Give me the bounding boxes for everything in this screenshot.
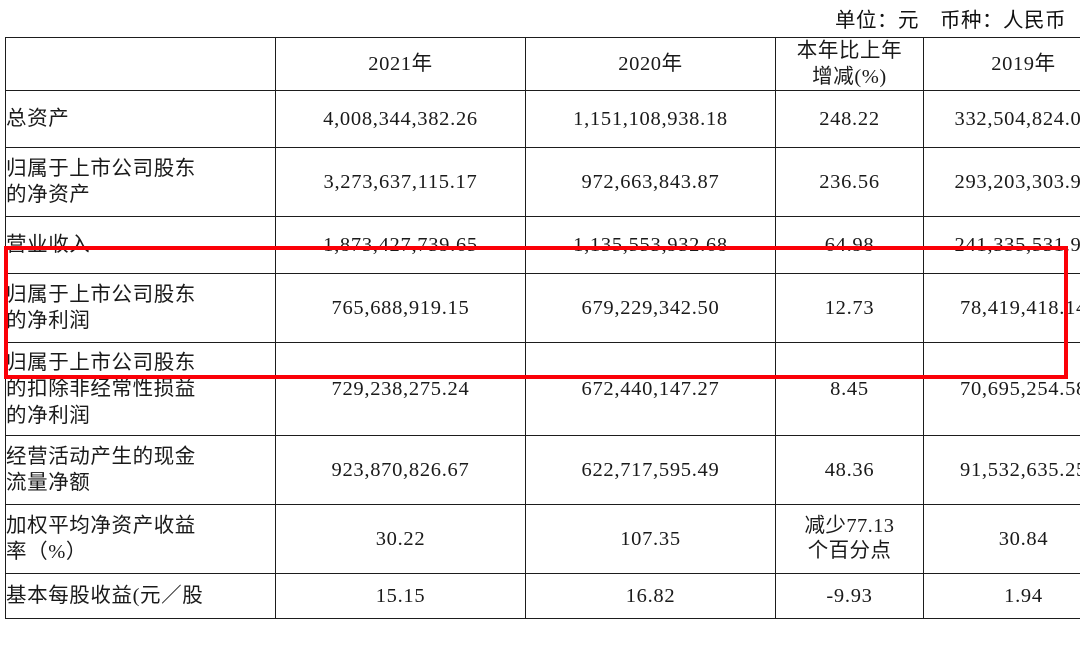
table-row: 归属于上市公司股东 的扣除非经常性损益 的净利润 729,238,275.24 …	[5, 342, 1080, 437]
cell-2019: 293,203,303.91	[923, 147, 1080, 218]
cell-2020: 1,135,553,932.68	[525, 216, 776, 275]
row-label-line1: 归属于上市公司股东	[6, 283, 196, 306]
cell-2021: 4,008,344,382.26	[275, 90, 526, 149]
row-label-line1: 加权平均净资产收益	[6, 514, 196, 537]
cell-change: 12.73	[775, 273, 924, 344]
column-header-change-line2: 增减(%)	[812, 66, 887, 89]
cell-2021: 765,688,919.15	[275, 273, 526, 344]
cell-change: 236.56	[775, 147, 924, 218]
row-label-line1: 归属于上市公司股东	[6, 351, 196, 374]
cell-2019: 70,695,254.58	[923, 342, 1080, 437]
column-header-2019: 2019年	[923, 36, 1080, 92]
cell-2021: 729,238,275.24	[275, 342, 526, 437]
row-label-basic-eps: 基本每股收益(元／股	[5, 573, 276, 620]
cell-2021: 1,873,427,739.65	[275, 216, 526, 275]
cell-2019: 241,335,531.91	[923, 216, 1080, 275]
table-row: 经营活动产生的现金 流量净额 923,870,826.67 622,717,59…	[5, 435, 1080, 506]
column-header-2021: 2021年	[275, 36, 526, 92]
column-header-change-line1: 本年比上年	[796, 40, 903, 62]
cell-change-line1: 减少77.13	[804, 515, 895, 538]
cell-2020: 16.82	[525, 573, 776, 620]
table-row: 总资产 4,008,344,382.26 1,151,108,938.18 24…	[5, 90, 1080, 149]
cell-2020: 672,440,147.27	[525, 342, 776, 437]
row-label-line2: 的扣除非经常性损益	[6, 378, 196, 401]
cell-2019: 78,419,418.14	[923, 273, 1080, 344]
row-label-line1: 归属于上市公司股东	[6, 157, 196, 180]
cell-2020: 679,229,342.50	[525, 273, 776, 344]
table-row: 基本每股收益(元／股 15.15 16.82 -9.93 1.94	[5, 573, 1080, 620]
cell-change: -9.93	[775, 573, 924, 620]
cell-2020: 107.35	[525, 504, 776, 575]
row-label-weighted-roe: 加权平均净资产收益 率（%）	[5, 504, 276, 575]
row-label-line3: 的净利润	[6, 404, 91, 427]
row-label-revenue: 营业收入	[5, 216, 276, 275]
cell-2019: 91,532,635.25	[923, 435, 1080, 506]
table-row: 营业收入 1,873,427,739.65 1,135,553,932.68 6…	[5, 216, 1080, 275]
column-header-metric	[5, 36, 276, 92]
column-header-2020: 2020年	[525, 36, 776, 92]
cell-2020: 1,151,108,938.18	[525, 90, 776, 149]
row-label-net-profit-deducted: 归属于上市公司股东 的扣除非经常性损益 的净利润	[5, 342, 276, 437]
cell-2019: 1.94	[923, 573, 1080, 620]
table-row: 归属于上市公司股东 的净利润 765,688,919.15 679,229,34…	[5, 273, 1080, 344]
cell-change: 8.45	[775, 342, 924, 437]
row-label-total-assets: 总资产	[5, 90, 276, 149]
row-label-operating-cash-flow: 经营活动产生的现金 流量净额	[5, 435, 276, 506]
row-label-net-assets: 归属于上市公司股东 的净资产	[5, 147, 276, 218]
cell-2021: 3,273,637,115.17	[275, 147, 526, 218]
cell-change: 248.22	[775, 90, 924, 149]
cell-change-line2: 个百分点	[807, 540, 892, 563]
row-label-line2: 流量净额	[6, 472, 91, 495]
table-row: 归属于上市公司股东 的净资产 3,273,637,115.17 972,663,…	[5, 147, 1080, 218]
column-header-change: 本年比上年 增减(%)	[775, 36, 924, 92]
row-label-line2: 的净利润	[6, 310, 91, 333]
cell-2019: 332,504,824.07	[923, 90, 1080, 149]
financial-table-container: 2021年 2020年 本年比上年 增减(%) 2019年 总资产 4,008,…	[5, 36, 1080, 620]
table-header-row: 2021年 2020年 本年比上年 增减(%) 2019年	[5, 36, 1080, 92]
cell-2019: 30.84	[923, 504, 1080, 575]
cell-change: 64.98	[775, 216, 924, 275]
cell-2021: 923,870,826.67	[275, 435, 526, 506]
cell-2021: 15.15	[275, 573, 526, 620]
unit-caption: 单位：元 币种：人民币	[835, 10, 1066, 32]
row-label-net-profit: 归属于上市公司股东 的净利润	[5, 273, 276, 344]
cell-2020: 972,663,843.87	[525, 147, 776, 218]
cell-2020: 622,717,595.49	[525, 435, 776, 506]
cell-2021: 30.22	[275, 504, 526, 575]
row-label-line2: 率（%）	[6, 541, 87, 564]
row-label-line1: 经营活动产生的现金	[6, 445, 196, 468]
row-label-line2: 的净资产	[6, 184, 91, 207]
financial-summary-table: 2021年 2020年 本年比上年 增减(%) 2019年 总资产 4,008,…	[5, 36, 1080, 620]
table-row: 加权平均净资产收益 率（%） 30.22 107.35 减少77.13 个百分点…	[5, 504, 1080, 575]
cell-change: 减少77.13 个百分点	[775, 504, 924, 575]
cell-change: 48.36	[775, 435, 924, 506]
